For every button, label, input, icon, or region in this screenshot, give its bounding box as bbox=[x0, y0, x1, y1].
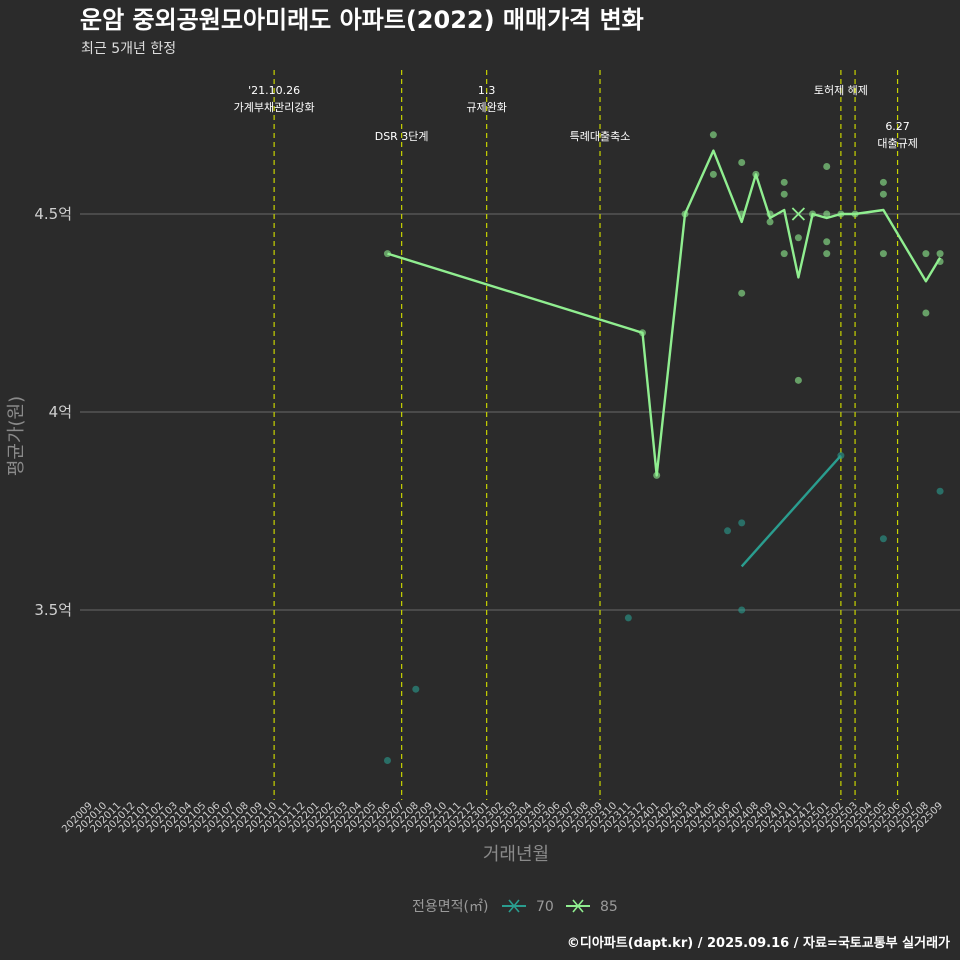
series-layer bbox=[383, 131, 944, 764]
chart-subtitle: 최근 5개년 한정 bbox=[81, 41, 176, 57]
legend: 전용면적(㎡) 70 85 bbox=[412, 899, 618, 915]
event-label: 토허제 해제 bbox=[814, 83, 868, 97]
legend-cross-70-icon bbox=[508, 899, 520, 913]
event-label: DSR 3단계 bbox=[375, 130, 429, 143]
cross-marker-85 bbox=[791, 207, 806, 221]
series-line-85 bbox=[387, 149, 942, 477]
event-label: 특례대출축소 bbox=[570, 130, 631, 143]
data-point-85 bbox=[794, 234, 802, 242]
y-tick-label: 4억 bbox=[49, 403, 72, 421]
data-point-85 bbox=[780, 178, 788, 186]
legend-item-70: 70 bbox=[502, 899, 554, 915]
event-label: 6.27 bbox=[885, 120, 910, 133]
chart-title: 운암 중외공원모아미래도 아파트(2022) 매매가격 변화 bbox=[80, 6, 644, 34]
data-point-85 bbox=[794, 376, 802, 384]
data-point-85 bbox=[922, 250, 930, 258]
data-point-70 bbox=[412, 685, 420, 693]
legend-cross-85-icon bbox=[572, 899, 584, 913]
event-label: 규제완화 bbox=[466, 101, 506, 114]
x-axis-title: 거래년월 bbox=[483, 844, 549, 865]
data-point-85 bbox=[922, 309, 930, 317]
data-point-70 bbox=[383, 756, 391, 764]
legend-label-70: 70 bbox=[536, 899, 554, 915]
y-tick-label: 3.5억 bbox=[34, 601, 72, 619]
legend-label-85: 85 bbox=[600, 899, 618, 915]
data-point-85 bbox=[823, 210, 831, 218]
grid-lines bbox=[80, 213, 960, 611]
data-point-70 bbox=[624, 614, 632, 622]
data-point-85 bbox=[780, 190, 788, 198]
data-point-85 bbox=[709, 131, 717, 139]
event-label: '21.10.26 bbox=[248, 84, 300, 97]
event-label: 가계부채관리강화 bbox=[234, 101, 315, 114]
event-label: 대출규제 bbox=[877, 137, 917, 150]
data-point-85 bbox=[766, 218, 774, 226]
y-axis-ticks: 3.5억 4억 4.5억 bbox=[34, 205, 72, 619]
data-point-85 bbox=[879, 178, 887, 186]
data-point-70 bbox=[724, 527, 732, 535]
x-axis-ticks: 2020092020102020112020122021012021022021… bbox=[60, 800, 945, 835]
series-line-70 bbox=[740, 454, 842, 568]
source-caption: ©디아파트(dapt.kr) / 2025.09.16 / 자료=국토교통부 실… bbox=[567, 935, 950, 951]
y-axis-title: 평균가(원) bbox=[6, 396, 27, 476]
data-point-70 bbox=[738, 606, 746, 614]
data-point-85 bbox=[879, 250, 887, 258]
data-point-85 bbox=[738, 159, 746, 167]
data-point-70 bbox=[738, 519, 746, 527]
data-point-70 bbox=[879, 535, 887, 543]
data-point-85 bbox=[823, 238, 831, 246]
data-point-85 bbox=[709, 170, 717, 178]
y-tick-label: 4.5억 bbox=[34, 205, 72, 223]
data-point-85 bbox=[936, 250, 944, 258]
legend-title: 전용면적(㎡) bbox=[412, 899, 488, 915]
legend-item-85: 85 bbox=[566, 899, 618, 915]
data-point-85 bbox=[823, 250, 831, 258]
data-point-85 bbox=[738, 289, 746, 297]
data-point-85 bbox=[780, 250, 788, 258]
data-point-85 bbox=[823, 162, 831, 170]
data-point-85 bbox=[879, 190, 887, 198]
event-label: 1.3 bbox=[478, 84, 496, 97]
data-point-70 bbox=[936, 487, 944, 495]
